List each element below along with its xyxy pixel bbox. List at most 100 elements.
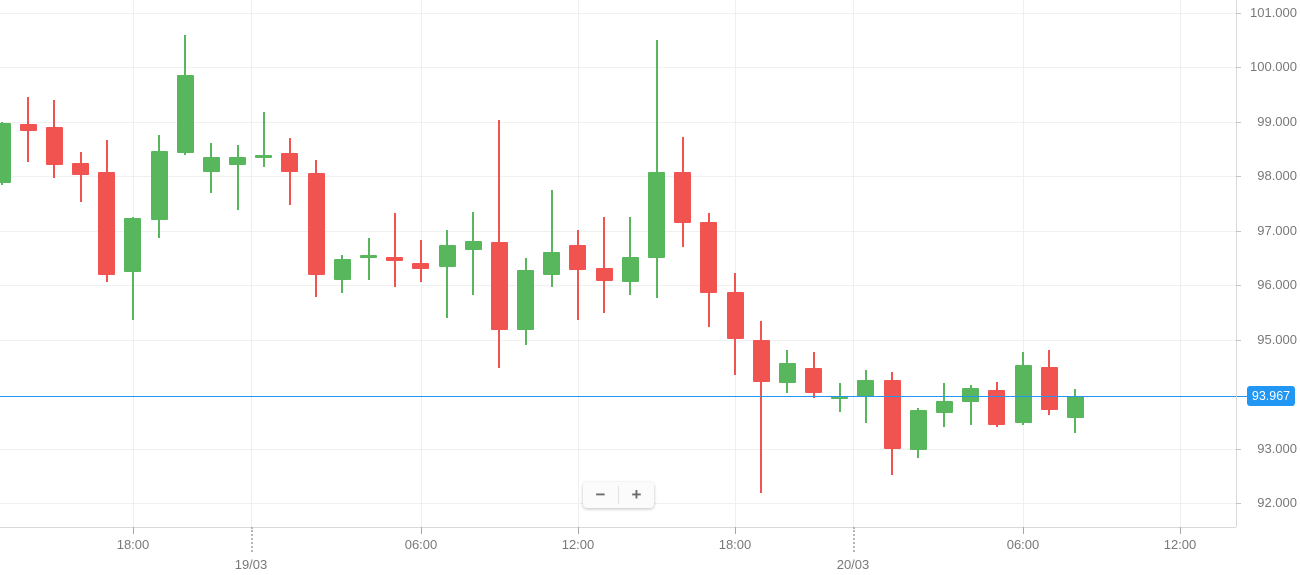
candle-wick (394, 213, 396, 287)
candle-body (779, 363, 796, 383)
candle-wick (629, 217, 631, 295)
price-axis-tick (1236, 67, 1241, 68)
candle-body (465, 241, 482, 250)
price-axis-label: 100.000 (1250, 59, 1297, 74)
candle-wick (80, 152, 82, 202)
candle-body (805, 368, 822, 393)
h-gridline (0, 176, 1236, 177)
candle-wick (420, 240, 422, 282)
time-axis-tick (133, 527, 134, 534)
candle-body (255, 155, 272, 158)
candle-body (622, 257, 639, 282)
candle-body (98, 172, 115, 275)
candle-body (386, 257, 403, 261)
h-gridline (0, 231, 1236, 232)
time-axis-tick (1180, 527, 1181, 534)
candle-body (753, 340, 770, 382)
candle-body (177, 75, 194, 153)
candle-wick (472, 212, 474, 295)
price-axis-label: 96.000 (1257, 277, 1297, 292)
time-axis-tick (251, 527, 253, 552)
price-axis-label: 97.000 (1257, 223, 1297, 238)
v-gridline (251, 0, 252, 527)
candle-body (884, 380, 901, 449)
candle-body (124, 218, 141, 272)
candle-body (674, 172, 691, 223)
v-gridline (853, 0, 854, 527)
candle-body (1041, 367, 1058, 410)
candle-body (0, 123, 11, 183)
candle-wick (603, 217, 605, 313)
candle-body (962, 388, 979, 402)
price-axis-tick (1236, 503, 1241, 504)
candle-body (491, 242, 508, 330)
v-gridline (1023, 0, 1024, 527)
price-axis-tick (1236, 13, 1241, 14)
price-axis-label: 101.000 (1250, 5, 1297, 20)
zoom-out-button[interactable]: − (583, 482, 618, 508)
candle-body (727, 292, 744, 339)
candle-wick (263, 112, 265, 167)
v-gridline (1180, 0, 1181, 527)
price-axis-tick (1236, 176, 1241, 177)
price-axis-tick (1236, 340, 1241, 341)
time-axis-label: 06:00 (404, 537, 438, 552)
candle-body (334, 259, 351, 280)
candle-body (1015, 365, 1032, 423)
time-axis-label: 12:00 (561, 537, 595, 552)
candle-body (281, 153, 298, 172)
last-price-badge: 93.967 (1247, 386, 1295, 406)
time-axis-label: 18:00 (718, 537, 752, 552)
price-axis-label: 99.000 (1257, 114, 1297, 129)
candle-wick (656, 40, 658, 298)
price-axis-tick (1236, 122, 1241, 123)
time-axis-tick (421, 527, 422, 534)
zoom-controls: − + (583, 482, 654, 508)
time-axis-tick (578, 527, 579, 534)
h-gridline (0, 340, 1236, 341)
candle-body (1067, 396, 1084, 418)
price-axis-label: 95.000 (1257, 332, 1297, 347)
candle-body (700, 222, 717, 293)
v-gridline (735, 0, 736, 527)
candle-body (412, 263, 429, 269)
zoom-divider (618, 486, 619, 504)
candle-body (203, 157, 220, 172)
candle-body (229, 157, 246, 165)
price-axis-tick (1236, 231, 1241, 232)
time-axis-label: 06:00 (1006, 537, 1040, 552)
candle-body (988, 390, 1005, 425)
h-gridline (0, 122, 1236, 123)
candle-body (151, 151, 168, 220)
price-axis-label: 92.000 (1257, 495, 1297, 510)
candle-body (46, 127, 63, 165)
candle-body (72, 163, 89, 175)
candle-body (543, 252, 560, 275)
candle-body (857, 380, 874, 397)
h-gridline (0, 449, 1236, 450)
candle-body (648, 172, 665, 258)
candle-body (439, 245, 456, 267)
time-axis-tick (1023, 527, 1024, 534)
candle-wick (577, 230, 579, 320)
candle-body (308, 173, 325, 275)
time-axis-tick (853, 527, 855, 552)
price-axis-tick (1236, 449, 1241, 450)
zoom-in-button[interactable]: + (619, 482, 654, 508)
candle-wick (446, 230, 448, 318)
last-price-value: 93.967 (1251, 389, 1291, 403)
time-axis-label: 18:00 (116, 537, 150, 552)
price-axis-label: 93.000 (1257, 441, 1297, 456)
h-gridline (0, 13, 1236, 14)
candle-body (596, 268, 613, 281)
candle-body (517, 270, 534, 330)
time-axis-tick (735, 527, 736, 534)
h-gridline (0, 67, 1236, 68)
candle-wick (237, 145, 239, 210)
h-gridline (0, 285, 1236, 286)
last-price-line (0, 396, 1247, 397)
price-axis-label: 98.000 (1257, 168, 1297, 183)
time-axis-border (0, 527, 1236, 528)
candle-body (360, 255, 377, 258)
